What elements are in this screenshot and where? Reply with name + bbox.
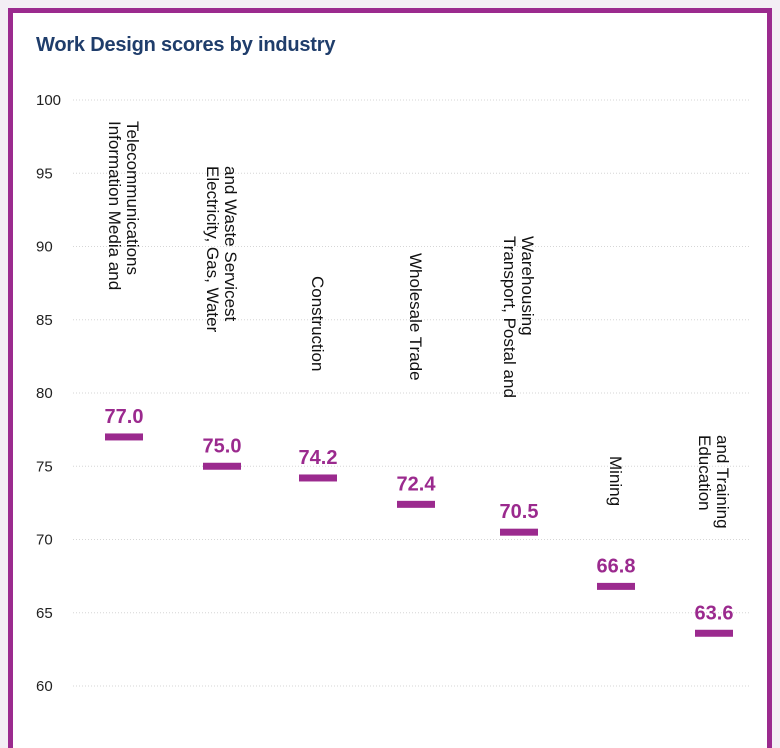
category-label-line: Construction <box>308 276 327 371</box>
category-label: Electricity, Gas, Water and Waste Service… <box>203 166 240 333</box>
category-label: Information Media and Telecommunications <box>105 121 142 290</box>
category-label-line: and Waste Servicest <box>221 166 240 322</box>
category-label: Education and Training <box>695 435 732 529</box>
y-tick-label: 75 <box>36 458 53 475</box>
category-label: Transport, Postal and Warehousing <box>500 236 537 398</box>
value-marker <box>105 433 143 441</box>
value-marker <box>203 462 241 470</box>
chart-title: Work Design scores by industry <box>36 34 336 56</box>
y-tick-label: 65 <box>36 605 53 622</box>
category-label: Wholesale Trade <box>406 253 425 381</box>
value-label: 74.2 <box>299 447 338 469</box>
value-marker <box>695 629 733 637</box>
category-label-line: Telecommunications <box>123 121 142 275</box>
value-label: 70.5 <box>500 501 539 523</box>
y-tick-label: 85 <box>36 312 53 329</box>
category-label: Construction <box>308 276 327 371</box>
value-marker <box>597 582 635 590</box>
value-marker <box>299 474 337 482</box>
y-tick-label: 90 <box>36 239 53 256</box>
category-label-line: Mining <box>606 456 625 506</box>
category-label-line: Wholesale Trade <box>406 253 425 381</box>
y-tick-label: 80 <box>36 385 53 402</box>
value-label: 63.6 <box>695 602 734 624</box>
value-label: 66.8 <box>597 555 636 577</box>
chart-frame <box>8 8 772 748</box>
y-tick-label: 95 <box>36 165 53 182</box>
value-label: 75.0 <box>203 435 242 457</box>
chart-plot: 60 65 70 75 80 85 90 95 100 Information Media and… <box>36 92 750 695</box>
value-marker <box>397 500 435 508</box>
category-label: Mining <box>606 456 625 506</box>
y-tick-label: 100 <box>36 92 61 109</box>
category-label-line: Education <box>695 435 714 511</box>
y-tick-label: 70 <box>36 532 53 549</box>
category-label-line: Warehousing <box>518 236 537 336</box>
value-marker <box>500 528 538 536</box>
category-label-line: and Training <box>713 435 732 529</box>
value-label: 77.0 <box>105 406 144 428</box>
y-tick-label: 60 <box>36 678 53 695</box>
category-label-line: Electricity, Gas, Water <box>203 166 222 333</box>
value-label: 72.4 <box>397 473 437 495</box>
category-label-line: Information Media and <box>105 121 124 290</box>
category-label-line: Transport, Postal and <box>500 236 519 398</box>
